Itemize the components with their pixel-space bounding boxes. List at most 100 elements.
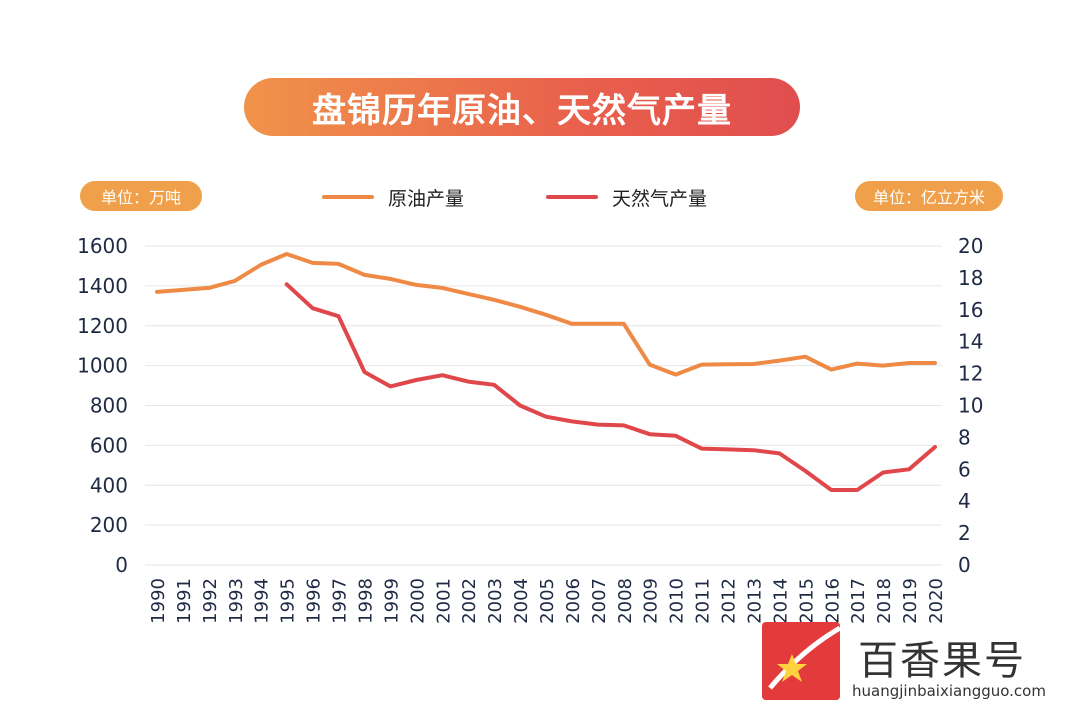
x-tick-label: 1998 xyxy=(355,578,376,624)
data-point-oil xyxy=(674,373,678,377)
x-tick-label: 2013 xyxy=(744,578,765,624)
data-point-gas xyxy=(596,423,600,427)
data-point-oil xyxy=(855,362,859,366)
data-point-gas xyxy=(674,434,678,438)
data-point-gas xyxy=(933,445,937,449)
data-point-oil xyxy=(544,313,548,317)
x-tick-label: 2008 xyxy=(615,578,636,624)
left-y-tick-label: 600 xyxy=(90,433,128,457)
data-point-gas xyxy=(311,306,315,310)
x-tick-label: 1997 xyxy=(330,578,351,624)
data-point-gas xyxy=(648,432,652,436)
right-y-tick-label: 2 xyxy=(958,521,971,545)
legend-swatch-oil xyxy=(322,195,374,199)
legend-item-gas: 天然气产量 xyxy=(546,184,707,210)
x-tick-label: 1994 xyxy=(252,578,273,624)
x-tick-label: 1990 xyxy=(148,578,169,624)
x-tick-label: 1991 xyxy=(174,578,195,624)
data-point-gas xyxy=(777,451,781,455)
x-tick-label: 2003 xyxy=(485,578,506,624)
data-point-oil xyxy=(596,322,600,326)
legend-label-gas: 天然气产量 xyxy=(612,187,708,210)
data-point-oil xyxy=(907,361,911,365)
right-y-tick-label: 8 xyxy=(958,425,971,449)
data-point-oil xyxy=(440,286,444,290)
x-tick-label: 1993 xyxy=(226,578,247,624)
x-tick-label: 2014 xyxy=(770,578,791,624)
left-y-tick-label: 1600 xyxy=(77,234,128,258)
data-point-gas xyxy=(466,380,470,384)
x-tick-label: 2010 xyxy=(667,578,688,624)
data-point-gas xyxy=(414,378,418,382)
right-y-tick-label: 12 xyxy=(958,362,983,386)
data-point-gas xyxy=(881,471,885,475)
data-point-gas xyxy=(855,488,859,492)
watermark-star-icon xyxy=(762,622,840,700)
data-point-gas xyxy=(388,384,392,388)
data-point-gas xyxy=(752,448,756,452)
data-point-oil xyxy=(752,362,756,366)
data-point-oil xyxy=(466,292,470,296)
left-y-tick-label: 800 xyxy=(90,394,128,418)
right-y-tick-label: 18 xyxy=(958,266,983,290)
x-tick-label: 2004 xyxy=(511,578,532,624)
left-y-tick-label: 1400 xyxy=(77,274,128,298)
series-line-oil xyxy=(155,252,937,377)
data-point-oil xyxy=(337,262,341,266)
data-point-oil xyxy=(181,288,185,292)
data-point-gas xyxy=(907,467,911,471)
x-tick-label: 2006 xyxy=(563,578,584,624)
x-tick-label: 1995 xyxy=(278,578,299,624)
right-y-tick-label: 0 xyxy=(958,553,971,577)
right-y-tick-label: 6 xyxy=(958,457,971,481)
x-tick-label: 2020 xyxy=(926,578,947,624)
data-point-oil xyxy=(285,252,289,256)
left-y-tick-label: 0 xyxy=(115,553,128,577)
data-point-oil xyxy=(829,368,833,372)
x-tick-label: 2005 xyxy=(537,578,558,624)
data-point-oil xyxy=(259,263,263,267)
data-point-oil xyxy=(726,362,730,366)
chart-title: 盘锦历年原油、天然气产量 xyxy=(244,78,800,136)
data-point-gas xyxy=(803,469,807,473)
x-tick-label: 2000 xyxy=(407,578,428,624)
left-axis-unit-badge: 单位：万吨 xyxy=(80,181,202,211)
x-tick-label: 2007 xyxy=(589,578,610,624)
legend-item-oil: 原油产量 xyxy=(322,184,464,210)
data-point-gas xyxy=(726,447,730,451)
x-tick-label: 1992 xyxy=(200,578,221,624)
legend-swatch-gas xyxy=(546,195,598,199)
data-point-gas xyxy=(518,404,522,408)
series-line-gas xyxy=(284,282,937,492)
data-point-oil xyxy=(700,363,704,367)
data-point-gas xyxy=(363,370,367,374)
data-point-oil xyxy=(933,361,937,365)
x-tick-label: 2012 xyxy=(719,578,740,624)
data-point-gas xyxy=(544,415,548,419)
x-tick-label: 2001 xyxy=(433,578,454,624)
left-y-tick-label: 200 xyxy=(90,513,128,537)
watermark-name: 百香果号 xyxy=(858,638,1026,684)
data-point-oil xyxy=(155,290,159,294)
data-point-oil xyxy=(492,298,496,302)
right-axis-unit-badge: 单位：亿立方米 xyxy=(855,181,1003,211)
data-point-oil xyxy=(622,322,626,326)
left-y-tick-label: 1000 xyxy=(77,354,128,378)
data-point-oil xyxy=(207,286,211,290)
x-tick-label: 2019 xyxy=(900,578,921,624)
data-point-oil xyxy=(803,355,807,359)
data-point-gas xyxy=(700,447,704,451)
x-tick-label: 2016 xyxy=(822,578,843,624)
x-tick-label: 2009 xyxy=(641,578,662,624)
data-point-gas xyxy=(285,282,289,286)
data-point-gas xyxy=(622,423,626,427)
data-point-oil xyxy=(777,359,781,363)
data-point-gas xyxy=(829,488,833,492)
data-point-oil xyxy=(414,283,418,287)
data-point-oil xyxy=(518,305,522,309)
left-y-tick-label: 1200 xyxy=(77,314,128,338)
data-point-gas xyxy=(337,314,341,318)
left-y-tick-label: 400 xyxy=(90,473,128,497)
data-point-oil xyxy=(648,363,652,367)
data-point-gas xyxy=(492,383,496,387)
